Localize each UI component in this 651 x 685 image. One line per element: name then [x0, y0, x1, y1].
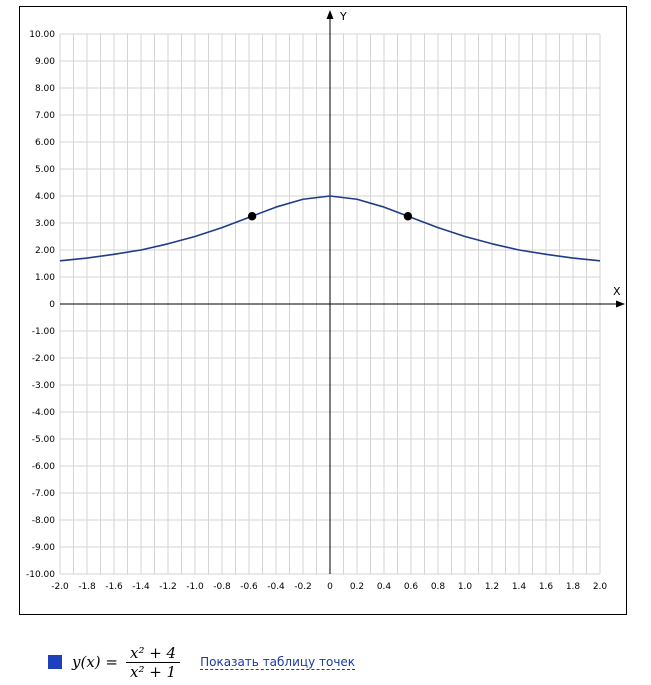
x-tick-label: 0.6 [404, 582, 419, 592]
chart-plot: XY-10.00-9.00-8.00-7.00-6.00-5.00-4.00-3… [26, 10, 625, 592]
function-formula: y(x) = x² + 4 x² + 1 [72, 644, 181, 681]
x-tick-label: 1.0 [458, 582, 473, 592]
x-tick-labels: -2.0 -1.8 -1.6 -1.4 -1.2 -1.0 -0.8 -0.6 -0.4 -0.2… [51, 582, 607, 592]
x-tick-label: 1.8 [566, 582, 581, 592]
y-tick-label: 6.00 [35, 138, 55, 148]
y-tick-label: -5.00 [32, 435, 56, 445]
formula-fraction: x² + 4 x² + 1 [125, 644, 181, 681]
y-tick-label: 0 [49, 300, 55, 310]
y-tick-label: -1.00 [32, 327, 56, 337]
x-tick-label: -0.4 [267, 582, 285, 592]
x-axis-label: X [613, 285, 621, 298]
y-tick-label: 3.00 [35, 219, 55, 229]
x-tick-label: -1.6 [105, 582, 123, 592]
y-tick-label: 2.00 [35, 246, 55, 256]
y-tick-labels: -10.00 -9.00 -8.00 -7.00 -6.00 -5.00 -4.00 -3.0… [26, 30, 55, 580]
x-axis-arrow [616, 300, 625, 308]
y-tick-label: -8.00 [32, 516, 56, 526]
x-tick-label: -1.2 [159, 582, 177, 592]
y-tick-label: -7.00 [32, 489, 56, 499]
legend: y(x) = x² + 4 x² + 1 Показать таблицу то… [48, 640, 356, 684]
axes: XY [60, 10, 625, 574]
formula-lhs: y(x) = [72, 653, 118, 671]
x-tick-label: -0.8 [213, 582, 231, 592]
y-tick-label: 4.00 [35, 192, 55, 202]
x-tick-label: 1.2 [485, 582, 499, 592]
inflection-point-marker [247, 212, 257, 221]
x-tick-label: 1.6 [539, 582, 554, 592]
chart-frame: X Y -10.00 -9.00 -8.00 -7.00 -6.00 -5.00 -4.00 -3… [19, 6, 627, 615]
formula-numerator: x² + 4 [125, 644, 181, 663]
y-tick-label: -9.00 [32, 543, 56, 553]
x-tick-label: -2.0 [51, 582, 69, 592]
y-tick-label: 7.00 [35, 111, 55, 121]
x-tick-label: 1.4 [512, 582, 527, 592]
y-tick-label: 9.00 [35, 57, 55, 67]
formula-denominator: x² + 1 [129, 662, 177, 681]
x-tick-label: -1.0 [186, 582, 204, 592]
x-tick-label: 0.8 [431, 582, 446, 592]
x-tick-label: 0.4 [377, 582, 392, 592]
x-tick-label: -1.4 [132, 582, 150, 592]
y-tick-label: 10.00 [29, 30, 55, 40]
y-tick-label: -3.00 [32, 381, 56, 391]
y-tick-label: 8.00 [35, 84, 55, 94]
inflection-point-marker [403, 212, 413, 221]
series-line [59, 195, 601, 262]
x-tick-label: -1.8 [78, 582, 96, 592]
show-points-table-link[interactable]: Показать таблицу точек [200, 654, 356, 670]
legend-swatch [48, 655, 62, 669]
x-tick-label: -0.2 [294, 582, 312, 592]
y-axis-label: Y [339, 10, 347, 23]
y-tick-label: -10.00 [26, 570, 55, 580]
y-tick-label: -2.00 [32, 354, 56, 364]
y-tick-label: 5.00 [35, 165, 55, 175]
x-tick-label: 2.0 [593, 582, 608, 592]
x-tick-label: -0.6 [240, 582, 258, 592]
y-axis-arrow [326, 10, 334, 19]
y-tick-label: 1.00 [35, 273, 55, 283]
x-tick-label: 0.2 [350, 582, 364, 592]
y-tick-label: -6.00 [32, 462, 56, 472]
y-tick-label: -4.00 [32, 408, 56, 418]
x-tick-label: 0 [327, 582, 333, 592]
